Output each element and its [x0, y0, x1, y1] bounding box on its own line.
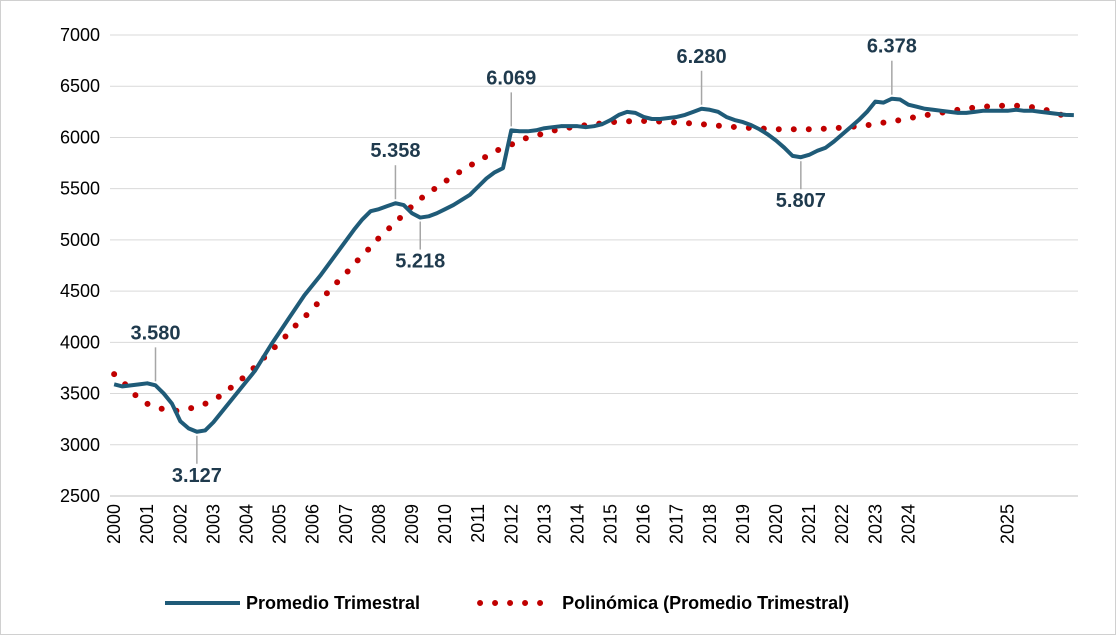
x-tick-label: 2014	[567, 504, 587, 544]
y-tick-label: 6500	[60, 76, 100, 96]
x-tick-label: 2012	[501, 504, 521, 544]
x-tick-label: 2019	[733, 504, 753, 544]
data-label: 5.218	[395, 251, 445, 273]
x-tick-label: 2024	[898, 504, 918, 544]
y-tick-label: 2500	[60, 486, 100, 506]
x-tick-label: 2020	[766, 504, 786, 544]
legend-label: Polinómica (Promedio Trimestral)	[562, 593, 849, 613]
x-tick-label: 2006	[303, 504, 323, 544]
x-tick-label: 2007	[336, 504, 356, 544]
x-tick-label: 2023	[865, 504, 885, 544]
series-line	[113, 96, 1074, 434]
x-tick-label: 2011	[468, 504, 488, 543]
x-tick-label: 2022	[832, 504, 852, 544]
y-tick-label: 3000	[60, 435, 100, 455]
x-tick-label: 2017	[667, 504, 687, 544]
y-tick-label: 6000	[60, 127, 100, 147]
x-tick-label: 2004	[237, 504, 257, 544]
x-tick-label: 2010	[435, 504, 455, 544]
data-label: 5.358	[370, 140, 420, 162]
x-tick-label: 2021	[799, 504, 819, 544]
x-tick-label: 2015	[601, 504, 621, 544]
y-tick-label: 4500	[60, 281, 100, 301]
x-tick-label: 2008	[369, 504, 389, 544]
x-tick-label: 2009	[402, 504, 422, 544]
x-tick-label: 2003	[203, 504, 223, 544]
x-tick-label: 2001	[137, 504, 157, 544]
x-tick-label: 2005	[270, 504, 290, 544]
data-label: 6.280	[677, 46, 727, 68]
data-label: 5.807	[776, 190, 826, 212]
trend-line	[111, 102, 1077, 414]
x-tick-label: 2000	[104, 504, 124, 544]
data-label: 6.378	[867, 36, 917, 58]
y-tick-label: 7000	[60, 25, 100, 45]
legend-label: Promedio Trimestral	[246, 593, 420, 613]
x-tick-label: 2013	[534, 504, 554, 544]
x-tick-label: 2002	[170, 504, 190, 544]
data-label: 3.580	[130, 322, 180, 344]
x-tick-label: 2025	[998, 504, 1018, 544]
x-tick-label: 2018	[700, 504, 720, 544]
y-tick-label: 3500	[60, 384, 100, 404]
data-label: 6.069	[486, 67, 536, 89]
data-label: 3.127	[172, 465, 222, 487]
y-tick-label: 4000	[60, 332, 100, 352]
data-label: 6.218	[1051, 0, 1101, 5]
x-tick-label: 2016	[634, 504, 654, 544]
y-tick-label: 5000	[60, 230, 100, 250]
y-tick-label: 5500	[60, 179, 100, 199]
